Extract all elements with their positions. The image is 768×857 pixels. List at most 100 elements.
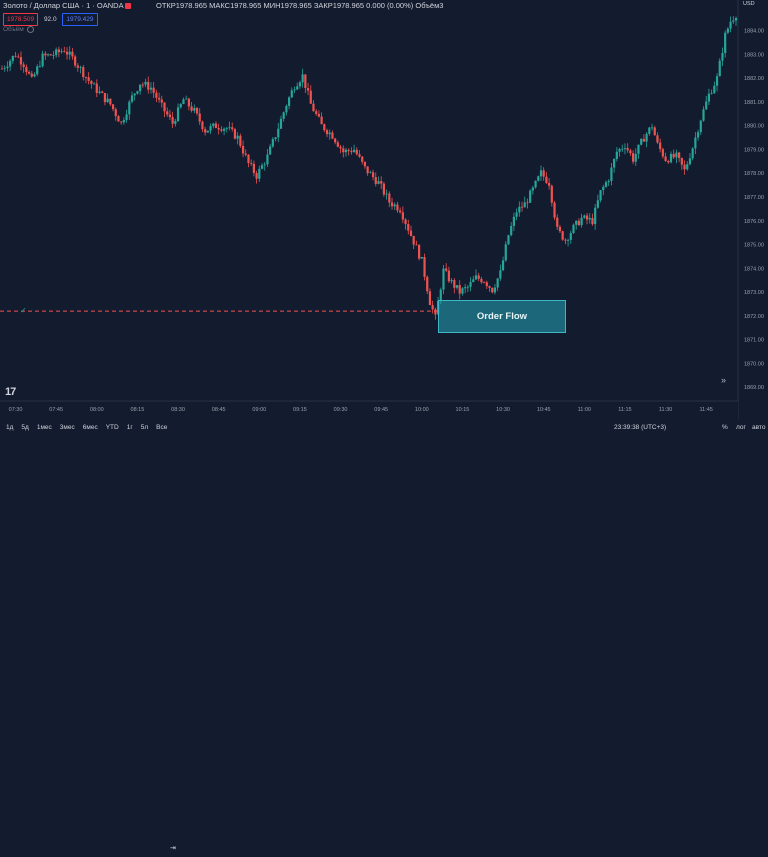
candle-body [139,84,142,92]
candle-body [312,103,315,112]
candle-body [561,231,564,240]
candle-body [621,148,624,150]
candle-body [464,287,467,289]
tf-all[interactable]: Все [156,424,168,431]
candle-body [236,135,239,139]
order-flow-label: Order Flow [476,311,528,322]
scroll-right-icon[interactable]: » [721,375,727,385]
candle-body [57,49,60,53]
candle-body [269,146,272,155]
candle-body [65,51,69,55]
candle-body [596,200,599,208]
price-chart[interactable]: 1884.00 1883.00 1882.00 1881.00 1880.00 1879.… [0,0,768,420]
tf-5y[interactable]: 5л [140,424,149,431]
time-tick-label: 11:15 [618,407,631,413]
candle-body [317,113,320,117]
candle-body [588,217,591,220]
candle-body [144,81,147,85]
percent-toggle[interactable]: % [722,424,728,431]
candle-body [271,139,274,147]
candle-body [296,86,299,90]
candle-body [11,55,14,61]
ask-button[interactable]: 1979.429 [62,13,98,26]
candle-body [320,116,323,125]
log-toggle[interactable]: лог [736,424,746,431]
candle-body [483,282,486,284]
tf-5d[interactable]: 5д [21,424,29,431]
candle-body [263,164,266,166]
candle-body [439,289,442,301]
candle-body [214,123,218,128]
tf-3m[interactable]: 3мес [59,424,75,431]
candle-body [46,54,50,56]
clock-timezone[interactable]: 23:39:38 (UTC+3) [614,424,667,431]
price-tick-label: 1877.00 [744,195,764,201]
candle-body [631,153,635,162]
candle-body [176,107,180,122]
candle-body [87,77,90,81]
candle-body [38,66,42,68]
order-flow-box[interactable]: Order Flow [438,300,566,333]
candle-body [358,154,361,157]
volume-row[interactable]: Объём [3,26,34,33]
tf-1m[interactable]: 1мес [36,424,52,431]
candle-body [155,92,158,98]
candle-body [149,87,153,90]
tf-ytd[interactable]: YTD [105,424,119,431]
candle-body [166,111,169,115]
candle-body [27,72,31,74]
price-axis[interactable]: 1884.00 1883.00 1882.00 1881.00 1880.00 1879.… [744,29,764,391]
candles-group [0,16,738,320]
candle-body [407,224,410,231]
candle-body [92,83,96,85]
tf-6m[interactable]: 6мес [82,424,98,431]
currency-label[interactable]: USD [743,1,755,7]
goto-date-icon[interactable]: ⇥ [170,845,176,852]
candle-body [488,286,491,288]
candle-body [228,127,231,129]
price-tick-label: 1871.00 [744,338,764,344]
candle-body [545,176,548,183]
candle-body [691,148,694,159]
candle-body [734,18,738,21]
price-tick-label: 1880.00 [744,124,764,130]
candle-body [566,239,570,241]
candle-body [645,133,648,142]
eye-icon[interactable] [26,26,34,33]
bid-button[interactable]: 1978.509 [3,13,39,26]
candle-body [580,217,583,226]
time-tick-label: 08:45 [212,407,226,413]
price-tick-label: 1883.00 [744,52,764,58]
candle-body [686,164,689,170]
candle-body [152,87,155,93]
candle-body [602,186,605,191]
tradingview-logo-icon[interactable]: 17 [5,386,16,398]
candle-body [179,104,182,108]
candle-body [222,128,226,131]
candle-body [669,153,673,163]
tf-1d[interactable]: 1д [6,424,14,431]
candle-body [328,132,331,135]
candle-body [672,153,675,158]
candle-body [713,85,716,94]
candle-body [491,287,494,293]
time-axis[interactable]: 07:30 07:45 08:00 08:15 08:30 08:45 09:00 09:15… [9,407,713,413]
candle-body [504,244,507,261]
candle-body [98,91,101,93]
candle-body [518,206,521,213]
candle-body [401,212,404,220]
auto-toggle[interactable]: авто [752,424,766,431]
candle-body [190,106,193,111]
candle-body [225,128,228,129]
candle-body [623,148,627,149]
tf-1y[interactable]: 1г [126,424,133,431]
time-tick-label: 09:45 [374,407,388,413]
chart-pane [0,0,738,420]
price-tick-label: 1872.00 [744,314,764,320]
candle-body [187,98,190,107]
candle-body [41,53,44,67]
symbol-title[interactable]: Золото / Доллар США · 1 · OANDA [3,1,124,10]
candle-body [675,152,678,158]
candle-body [84,77,88,78]
candle-body [472,279,475,283]
